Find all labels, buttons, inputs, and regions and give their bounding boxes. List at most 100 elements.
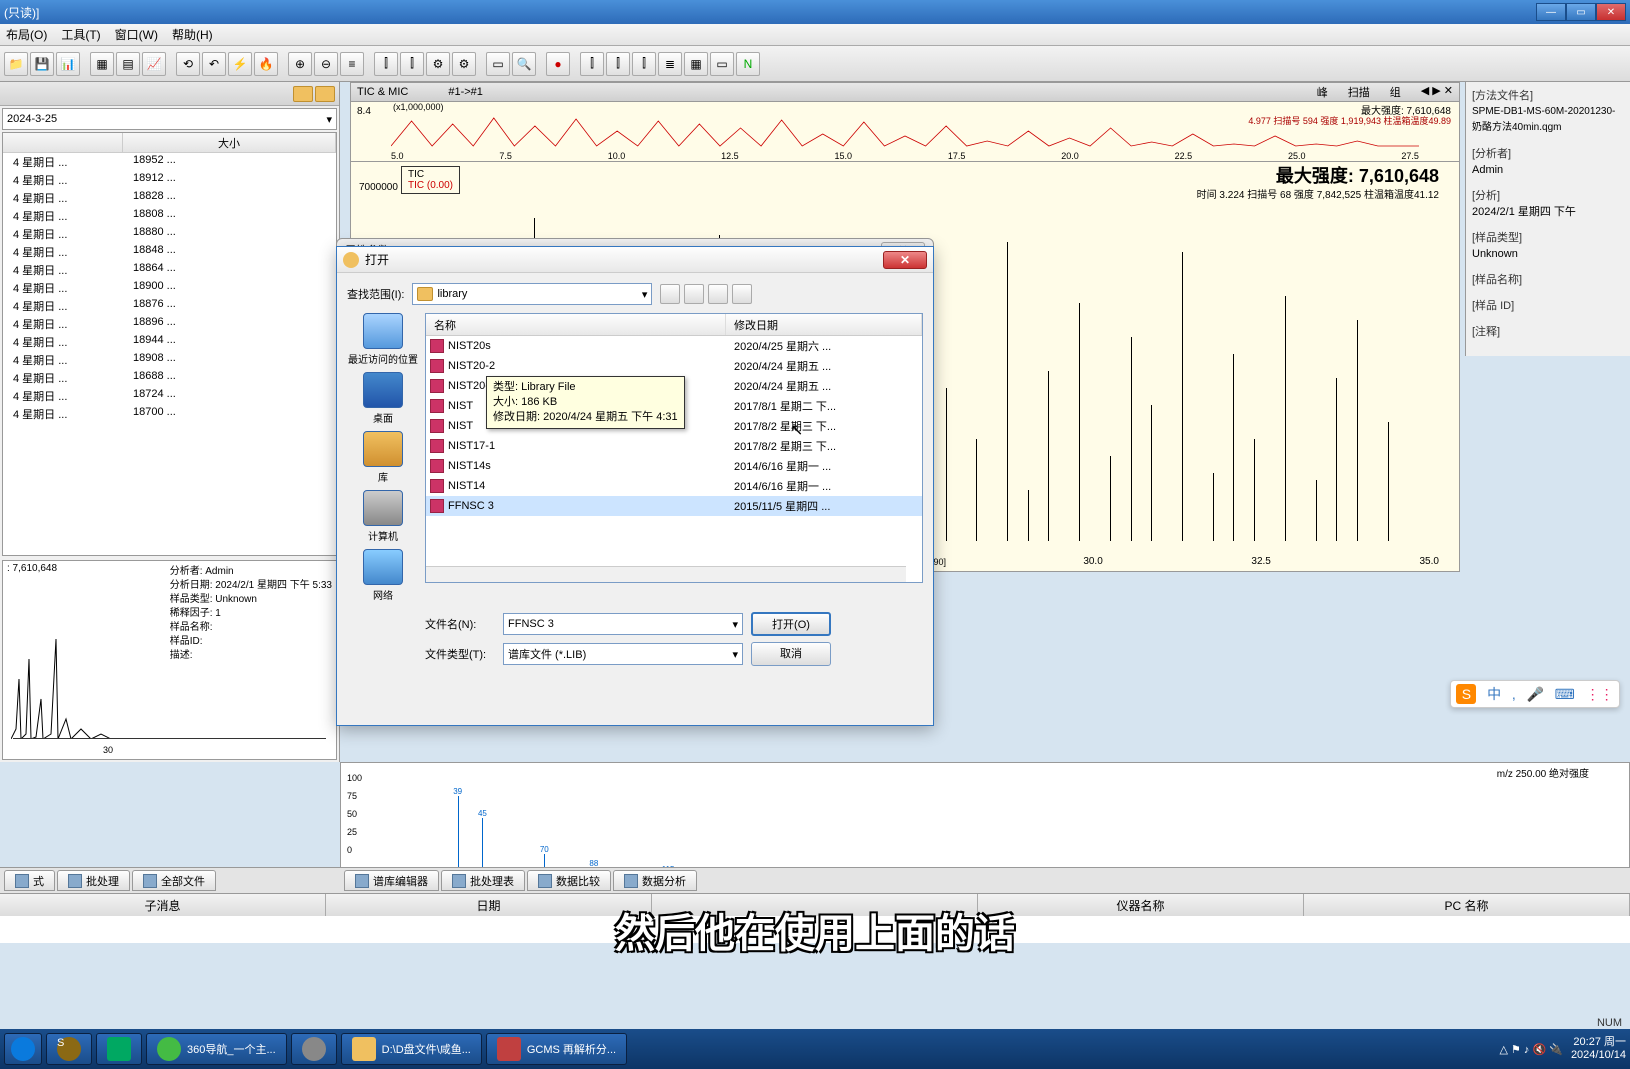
tool-5[interactable]: ▤ xyxy=(116,52,140,76)
tool-16[interactable]: ⚙ xyxy=(426,52,450,76)
back-icon[interactable] xyxy=(660,284,680,304)
look-in-combo[interactable]: library ▾ xyxy=(412,283,652,305)
menu-window[interactable]: 窗口(W) xyxy=(115,26,158,43)
overview-chromatogram[interactable]: 8.4 (x1,000,000) 最大强度: 7,610,648 4.977 扫… xyxy=(350,102,1460,162)
library-file-item[interactable]: NIST142014/6/16 星期一 ... xyxy=(426,476,922,496)
file-row[interactable]: 4 星期日 ...18952 ... xyxy=(3,153,336,171)
dialog-title: 打开 xyxy=(365,251,389,268)
tool-18[interactable]: ▭ xyxy=(486,52,510,76)
menu-tools[interactable]: 工具(T) xyxy=(61,26,100,43)
open-file-dialog: 打开 ✕ 查找范围(I): library ▾ 最 xyxy=(336,246,934,726)
tool-26[interactable]: ▭ xyxy=(710,52,734,76)
file-row[interactable]: 4 星期日 ...18848 ... xyxy=(3,243,336,261)
dialog-close-button[interactable]: ✕ xyxy=(883,251,927,269)
file-row[interactable]: 4 星期日 ...18944 ... xyxy=(3,333,336,351)
tool-12[interactable]: ⊖ xyxy=(314,52,338,76)
taskbar-item[interactable]: D:\D盘文件\咸鱼... xyxy=(341,1033,482,1065)
tab-style[interactable]: 式 xyxy=(4,870,55,891)
file-row[interactable]: 4 星期日 ...18688 ... xyxy=(3,369,336,387)
file-row[interactable]: 4 星期日 ...18896 ... xyxy=(3,315,336,333)
size-header[interactable]: 大小 xyxy=(123,133,336,152)
library-file-item[interactable]: NIST20s2020/4/25 星期六 ... xyxy=(426,336,922,356)
places-bar: 最近访问的位置 桌面 库 计算机 网络 xyxy=(347,313,419,602)
library-file-item[interactable]: NIST14s2014/6/16 星期一 ... xyxy=(426,456,922,476)
place-network[interactable]: 网络 xyxy=(363,549,403,602)
tool-11[interactable]: ⊕ xyxy=(288,52,312,76)
tool-24[interactable]: ≣ xyxy=(658,52,682,76)
tab-batch[interactable]: 批处理 xyxy=(57,870,130,891)
main-tabs: 谱库编辑器 批处理表 数据比较 数据分析 xyxy=(340,867,1630,893)
place-desktop[interactable]: 桌面 xyxy=(363,372,403,425)
tool-2[interactable]: 💾 xyxy=(30,52,54,76)
taskbar-item[interactable]: S xyxy=(46,1033,92,1065)
library-file-item[interactable]: NIST17-12017/8/2 星期三 下... xyxy=(426,436,922,456)
tool-3[interactable]: 📊 xyxy=(56,52,80,76)
library-file-item[interactable]: NIST20-22020/4/24 星期五 ... xyxy=(426,356,922,376)
close-button[interactable]: ✕ xyxy=(1596,3,1626,21)
file-row[interactable]: 4 星期日 ...18808 ... xyxy=(3,207,336,225)
tool-15[interactable]: ⫿ xyxy=(400,52,424,76)
tool-13[interactable]: ≡ xyxy=(340,52,364,76)
tab-batch-table[interactable]: 批处理表 xyxy=(441,870,525,891)
tool-22[interactable]: ⫿ xyxy=(606,52,630,76)
tool-14[interactable]: ⫿ xyxy=(374,52,398,76)
menu-help[interactable]: 帮助(H) xyxy=(172,26,213,43)
status-col-pc: PC 名称 xyxy=(1304,894,1630,916)
tool-9[interactable]: ⚡ xyxy=(228,52,252,76)
file-row[interactable]: 4 星期日 ...18828 ... xyxy=(3,189,336,207)
place-computer[interactable]: 计算机 xyxy=(363,490,403,543)
place-libraries[interactable]: 库 xyxy=(363,431,403,484)
file-row[interactable]: 4 星期日 ...18876 ... xyxy=(3,297,336,315)
horizontal-scrollbar[interactable] xyxy=(426,566,906,582)
tab-lib-editor[interactable]: 谱库编辑器 xyxy=(344,870,439,891)
tab-data-compare[interactable]: 数据比较 xyxy=(527,870,611,891)
file-row[interactable]: 4 星期日 ...18880 ... xyxy=(3,225,336,243)
date-field[interactable]: 2024-3-25 ▾ xyxy=(2,108,337,130)
file-row[interactable]: 4 星期日 ...18724 ... xyxy=(3,387,336,405)
minimize-button[interactable]: — xyxy=(1536,3,1566,21)
maximize-button[interactable]: ▭ xyxy=(1566,3,1596,21)
tool-19[interactable]: 🔍 xyxy=(512,52,536,76)
tool-1[interactable]: 📁 xyxy=(4,52,28,76)
filetype-combo[interactable]: 谱库文件 (*.LIB)▾ xyxy=(503,643,743,665)
file-row[interactable]: 4 星期日 ...18908 ... xyxy=(3,351,336,369)
filename-input[interactable]: FFNSC 3▾ xyxy=(503,613,743,635)
view-icon[interactable] xyxy=(732,284,752,304)
taskbar-item[interactable]: 360导航_一个主... xyxy=(146,1033,287,1065)
folder-icon-2[interactable] xyxy=(315,86,335,102)
ime-toolbar[interactable]: S 中 , 🎤 ⌨ ⋮⋮ xyxy=(1450,680,1620,708)
tool-7[interactable]: ⟲ xyxy=(176,52,200,76)
window-titlebar: (只读)] — ▭ ✕ xyxy=(0,0,1630,24)
newfolder-icon[interactable] xyxy=(708,284,728,304)
place-recent[interactable]: 最近访问的位置 xyxy=(348,313,418,366)
up-icon[interactable] xyxy=(684,284,704,304)
tool-20[interactable]: ● xyxy=(546,52,570,76)
cancel-button[interactable]: 取消 xyxy=(751,642,831,666)
file-list-view[interactable]: 名称 修改日期 NIST20s2020/4/25 星期六 ...NIST20-2… xyxy=(425,313,923,583)
file-row[interactable]: 4 星期日 ...18912 ... xyxy=(3,171,336,189)
library-file-item[interactable]: FFNSC 32015/11/5 星期四 ... xyxy=(426,496,922,516)
tool-23[interactable]: ⫿ xyxy=(632,52,656,76)
taskbar-item[interactable] xyxy=(96,1033,142,1065)
tool-25[interactable]: ▦ xyxy=(684,52,708,76)
file-row[interactable]: 4 星期日 ...18864 ... xyxy=(3,261,336,279)
menu-layout[interactable]: 布局(O) xyxy=(6,26,47,43)
tool-17[interactable]: ⚙ xyxy=(452,52,476,76)
tool-6[interactable]: 📈 xyxy=(142,52,166,76)
taskbar-item[interactable] xyxy=(291,1033,337,1065)
tab-data-analysis[interactable]: 数据分析 xyxy=(613,870,697,891)
tool-10[interactable]: 🔥 xyxy=(254,52,278,76)
taskbar-item[interactable] xyxy=(4,1033,42,1065)
tool-4[interactable]: ▦ xyxy=(90,52,114,76)
open-button[interactable]: 打开(O) xyxy=(751,612,831,636)
tool-8[interactable]: ↶ xyxy=(202,52,226,76)
tool-21[interactable]: ⫿ xyxy=(580,52,604,76)
folder-icon[interactable] xyxy=(293,86,313,102)
sample-info-panel: [方法文件名]SPME-DB1-MS-60M-20201230-奶酪方法40mi… xyxy=(1465,82,1630,356)
tool-27[interactable]: N xyxy=(736,52,760,76)
file-row[interactable]: 4 星期日 ...18700 ... xyxy=(3,405,336,423)
file-list: 大小 4 星期日 ...18952 ...4 星期日 ...18912 ...4… xyxy=(2,132,337,556)
tab-allfiles[interactable]: 全部文件 xyxy=(132,870,216,891)
file-row[interactable]: 4 星期日 ...18900 ... xyxy=(3,279,336,297)
taskbar-item[interactable]: GCMS 再解析分... xyxy=(486,1033,627,1065)
